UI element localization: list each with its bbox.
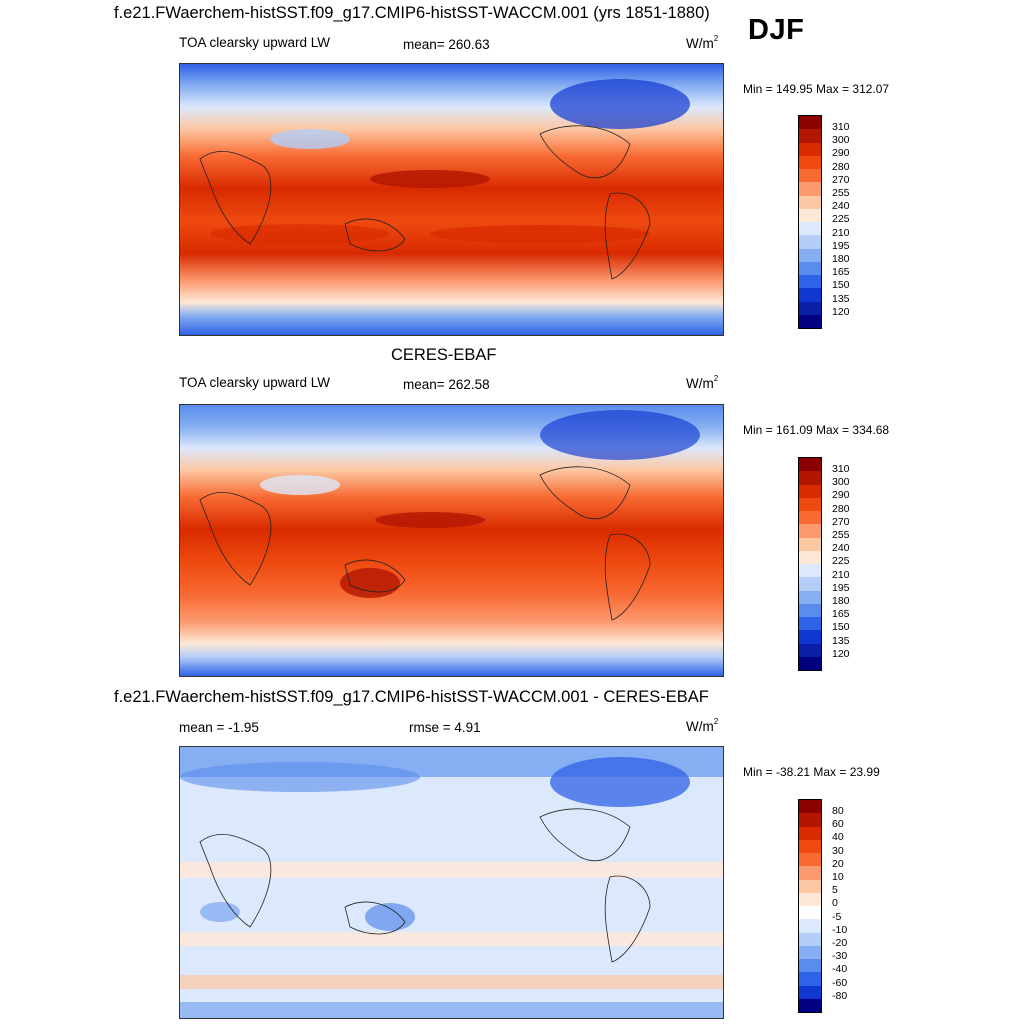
panel1-title: f.e21.FWaerchem-histSST.f09_g17.CMIP6-hi… [114, 4, 710, 22]
panel3-mean-label: mean = -1.95 [179, 720, 259, 735]
panel3-map-field [180, 747, 723, 1018]
panel2-colorbar-ticks: 310 300 290 280 270 255 240 225 210 195 180 165 … [832, 463, 850, 660]
panel3-minmax: Min = -38.21 Max = 23.99 [743, 765, 880, 779]
panel3-rmse-label: rmse = 4.91 [409, 720, 481, 735]
panel3-colorbar-ticks: 80 60 40 30 20 10 5 0 -5 -10 -20 -30 -40 -60 -80 [832, 805, 848, 1002]
panel3-title: f.e21.FWaerchem-histSST.f09_g17.CMIP6-hi… [114, 688, 709, 706]
panel3-colorbar [798, 799, 822, 1013]
panel2-units: W/m2 [686, 374, 719, 391]
panel2-variable-label: TOA clearsky upward LW [179, 375, 331, 390]
panel2-colorbar [798, 457, 822, 671]
panel2-minmax: Min = 161.09 Max = 334.68 [743, 423, 890, 437]
panel1-colorbar-ticks: 310 300 290 280 270 255 240 225 210 195 180 165 … [832, 121, 850, 318]
panel2-mean-label: mean= 262.58 [403, 377, 490, 392]
panel1-map [179, 63, 724, 336]
panel3-map [179, 746, 724, 1019]
panel3-units: W/m2 [686, 717, 719, 734]
panel1-map-field [180, 64, 723, 335]
panel2-map [179, 404, 724, 677]
panel1-minmax: Min = 149.95 Max = 312.07 [743, 82, 890, 96]
panel1-colorbar [798, 115, 822, 329]
panel2-map-field [180, 405, 723, 676]
panel1-units: W/m2 [686, 34, 719, 51]
season-label: DJF [748, 14, 805, 46]
panel1-mean-label: mean= 260.63 [403, 37, 490, 52]
panel1-variable-label: TOA clearsky upward LW [179, 35, 331, 50]
panel2-title: CERES-EBAF [391, 346, 497, 364]
